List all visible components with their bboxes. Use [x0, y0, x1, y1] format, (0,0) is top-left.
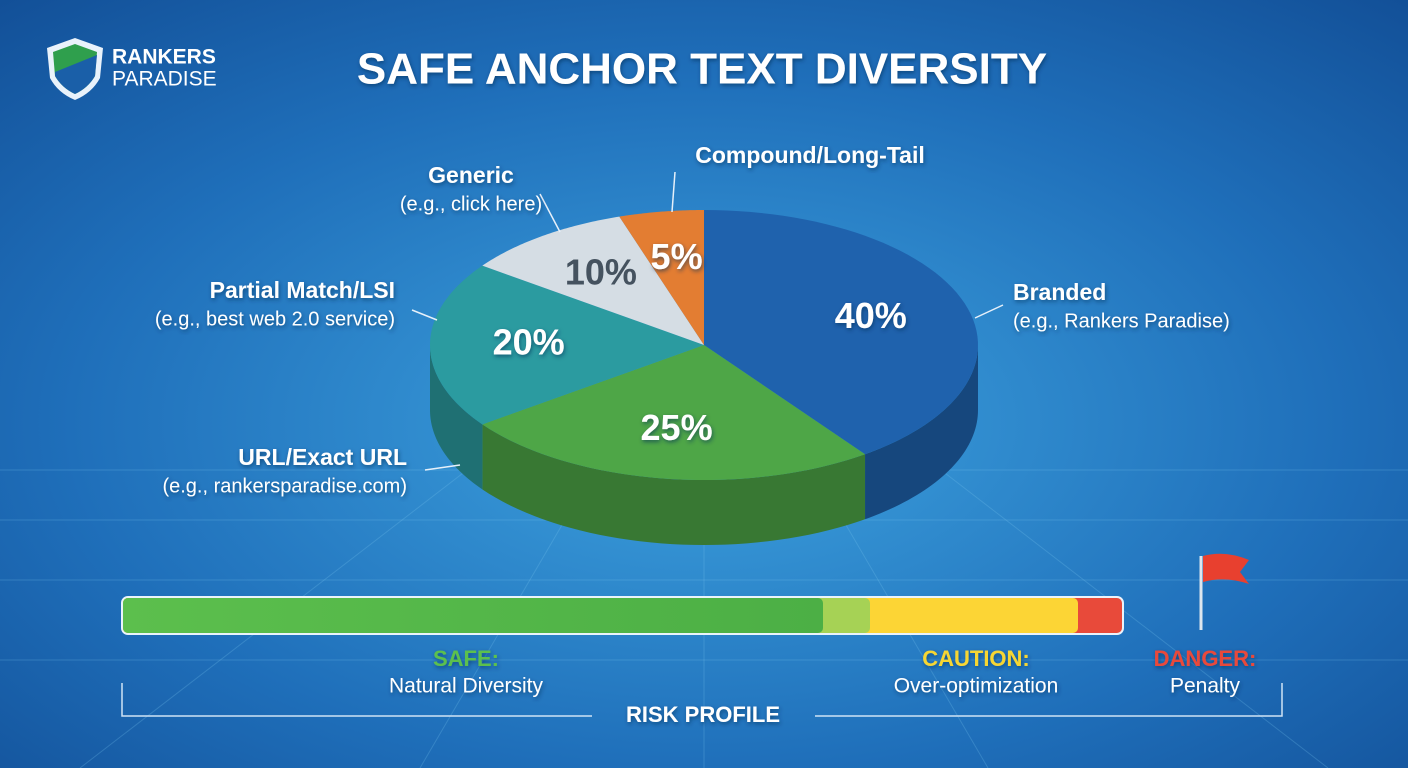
value-label: 20%	[493, 322, 565, 363]
slice-side	[865, 345, 978, 520]
pie-chart: 40% Branded (e.g., Rankers Paradise) 25% URL…	[155, 142, 1230, 545]
flag	[1199, 553, 1249, 630]
category-label: Compound/Long-Tail	[695, 142, 925, 168]
risk-profile-title: RISK PROFILE	[626, 702, 780, 727]
zone-description: Natural Diversity	[389, 675, 544, 698]
logo-shield-band	[55, 55, 97, 94]
zone-name: SAFE:	[433, 646, 499, 671]
slice-side	[482, 424, 866, 545]
leader-line	[411, 309, 438, 321]
slice	[619, 210, 704, 345]
zone-description: Penalty	[1170, 675, 1241, 698]
slice	[482, 345, 866, 480]
risk-bar-safe	[123, 598, 823, 633]
category-label: URL/Exact URL	[238, 444, 407, 470]
zone-description: Over-optimization	[894, 675, 1059, 698]
leader-line	[671, 171, 676, 213]
category-example: (e.g., Rankers Paradise)	[1013, 310, 1230, 332]
slice-side	[430, 345, 483, 490]
leader-line	[424, 464, 461, 471]
zone-name: CAUTION:	[922, 646, 1030, 671]
value-label: 40%	[835, 295, 907, 336]
risk-bracket	[121, 683, 1283, 717]
leader-line	[974, 304, 1004, 319]
category-label: Branded	[1013, 279, 1106, 305]
value-label: 5%	[651, 236, 703, 277]
category-example: (e.g., click here)	[400, 193, 542, 215]
logo-text: PARADISE	[112, 68, 217, 91]
category-label: Generic	[428, 162, 514, 188]
value-label: 25%	[641, 407, 713, 448]
chart-title: SAFE ANCHOR TEXT DIVERSITY	[357, 45, 1047, 94]
category-example: (e.g., best web 2.0 service)	[155, 308, 395, 330]
category-example: (e.g., rankersparadise.com)	[162, 475, 407, 497]
logo-text: RANKERS	[112, 46, 216, 69]
slice	[482, 216, 704, 345]
leader-line	[539, 193, 561, 233]
slice	[430, 265, 704, 425]
logo: RANKERS PARADISE	[47, 38, 217, 100]
flag-cloth	[1203, 553, 1249, 584]
category-label: Partial Match/LSI	[210, 277, 395, 303]
risk-bar	[121, 596, 1124, 635]
slice	[704, 210, 978, 455]
value-label: 10%	[565, 252, 637, 293]
zone-name: DANGER:	[1154, 646, 1257, 671]
